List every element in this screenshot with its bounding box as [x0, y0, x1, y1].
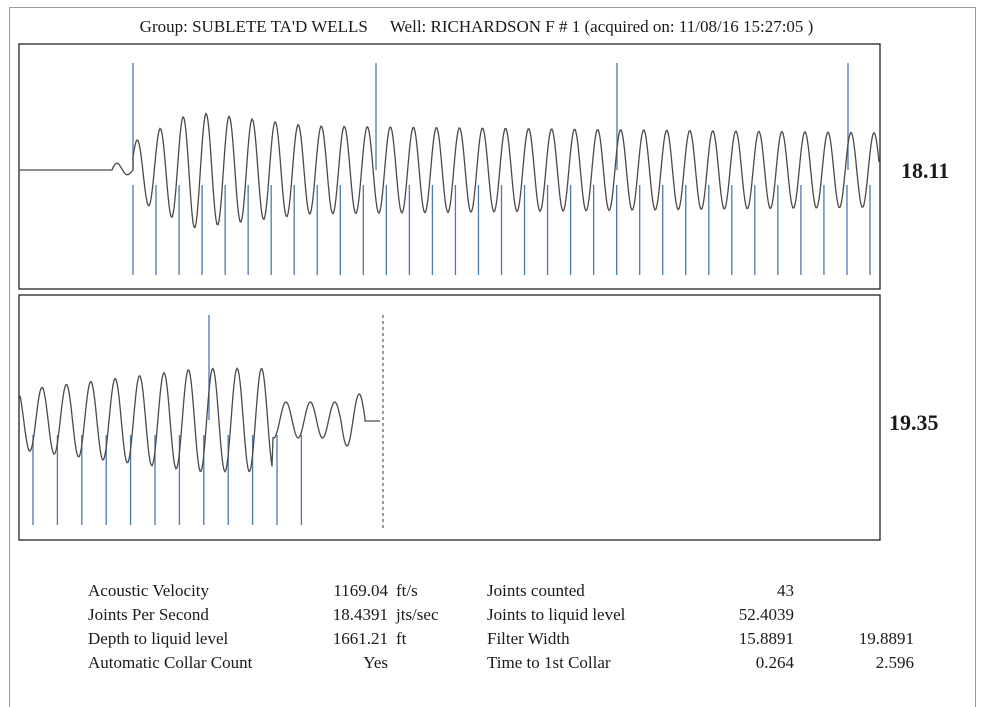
report-frame [9, 7, 976, 707]
stat-value2: 19.8891 [858, 629, 914, 648]
stat-unit: jts/sec [396, 605, 439, 624]
top-scale-label: 18.11 [901, 158, 950, 183]
stat-value2 [820, 603, 914, 627]
stat-label: Time to 1st Collar [487, 653, 611, 672]
stats-right-values: 43 52.4039 15.8891 0.264 [700, 579, 794, 675]
bottom-collar-markers [32, 315, 303, 525]
stats-left-labels: Acoustic Velocity Joints Per Second Dept… [88, 579, 252, 675]
top-panel-border [18, 43, 881, 290]
stat-unit: ft/s [396, 581, 418, 600]
stat-value: Yes [363, 653, 388, 672]
top-collar-markers [132, 63, 871, 275]
stat-label: Joints Per Second [88, 605, 209, 624]
stats-left-units: ft/s jts/sec ft [396, 579, 439, 675]
stats-right-labels: Joints counted Joints to liquid level Fi… [487, 579, 625, 675]
stat-label: Automatic Collar Count [88, 653, 253, 672]
stat-unit [396, 651, 439, 675]
bottom-acoustic-trace [19, 367, 380, 473]
bottom-scale-label: 19.35 [889, 410, 939, 435]
stats-left-values: 1169.04 18.4391 1661.21 Yes [300, 579, 388, 675]
stat-value2: 2.596 [875, 653, 914, 672]
stat-label: Joints to liquid level [487, 605, 626, 624]
stat-label: Filter Width [487, 629, 570, 648]
top-acoustic-trace [20, 112, 880, 229]
bottom-panel-border [18, 294, 881, 541]
stat-value: 1661.21 [332, 629, 388, 648]
stat-value: 52.4039 [738, 605, 794, 624]
stat-label: Depth to liquid level [88, 629, 229, 648]
stat-label: Joints counted [487, 581, 585, 600]
stat-label: Acoustic Velocity [88, 581, 210, 600]
stat-value: 15.8891 [738, 629, 794, 648]
stat-value: 0.264 [755, 653, 794, 672]
well-label: Well: RICHARDSON F # 1 (acquired on: 11/… [389, 17, 814, 36]
header: Group: SUBLETE TA'D WELLS Well: RICHARDSO… [0, 17, 953, 37]
stat-value: 43 [777, 581, 794, 600]
stat-unit: ft [396, 629, 407, 648]
stat-value: 1169.04 [333, 581, 388, 600]
group-label: Group: SUBLETE TA'D WELLS [139, 17, 368, 36]
stat-value2 [820, 579, 914, 603]
stat-value: 18.4391 [332, 605, 388, 624]
stats-right-values2: 19.8891 2.596 [820, 579, 914, 675]
